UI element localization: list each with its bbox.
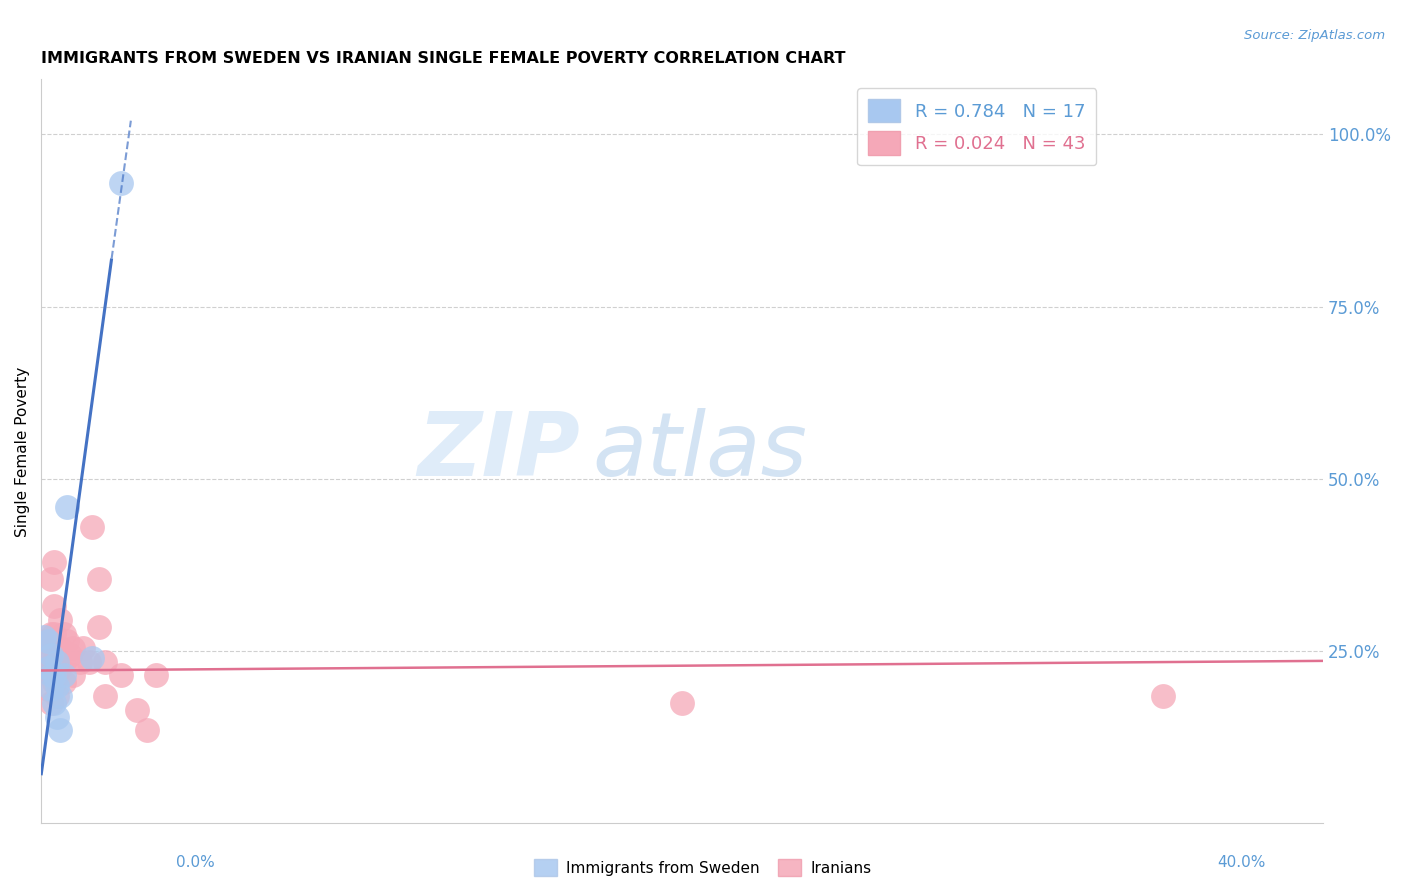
Point xyxy=(49,723,72,738)
Point xyxy=(37,633,59,648)
Text: 0.0%: 0.0% xyxy=(176,855,215,870)
Point xyxy=(52,675,75,690)
Point xyxy=(37,661,59,675)
Point xyxy=(42,668,65,682)
Point xyxy=(52,627,75,641)
Point xyxy=(52,668,75,682)
Point xyxy=(49,689,72,703)
Point xyxy=(42,555,65,569)
Text: atlas: atlas xyxy=(592,409,807,494)
Legend: Immigrants from Sweden, Iranians: Immigrants from Sweden, Iranians xyxy=(529,853,877,882)
Text: Source: ZipAtlas.com: Source: ZipAtlas.com xyxy=(1244,29,1385,42)
Point xyxy=(46,668,69,682)
Point xyxy=(39,648,62,662)
Point xyxy=(42,599,65,614)
Point xyxy=(87,572,110,586)
Point xyxy=(39,696,62,710)
Point xyxy=(37,648,59,662)
Text: 40.0%: 40.0% xyxy=(1218,855,1265,870)
Point xyxy=(39,668,62,682)
Point xyxy=(46,679,69,693)
Point xyxy=(671,696,693,710)
Point xyxy=(42,627,65,641)
Point xyxy=(94,655,117,669)
Point xyxy=(82,651,104,665)
Point xyxy=(39,682,62,697)
Point xyxy=(62,668,84,682)
Point xyxy=(55,633,77,648)
Text: IMMIGRANTS FROM SWEDEN VS IRANIAN SINGLE FEMALE POVERTY CORRELATION CHART: IMMIGRANTS FROM SWEDEN VS IRANIAN SINGLE… xyxy=(41,51,845,66)
Point xyxy=(46,648,69,662)
Point xyxy=(87,620,110,634)
Point xyxy=(42,696,65,710)
Point xyxy=(34,633,56,648)
Point xyxy=(77,655,100,669)
Point xyxy=(49,661,72,675)
Point xyxy=(39,668,62,682)
Point xyxy=(55,500,77,514)
Y-axis label: Single Female Poverty: Single Female Poverty xyxy=(15,367,30,537)
Point xyxy=(69,655,91,669)
Point xyxy=(39,627,62,641)
Point xyxy=(62,640,84,655)
Point xyxy=(1152,689,1174,703)
Point xyxy=(34,631,56,645)
Point xyxy=(52,655,75,669)
Point xyxy=(46,689,69,703)
Point xyxy=(49,640,72,655)
Point xyxy=(82,520,104,534)
Point xyxy=(37,633,59,648)
Text: ZIP: ZIP xyxy=(416,408,579,495)
Point xyxy=(135,723,157,738)
Point xyxy=(145,668,167,682)
Point xyxy=(110,668,132,682)
Point xyxy=(46,709,69,723)
Point xyxy=(39,648,62,662)
Point xyxy=(37,661,59,675)
Point xyxy=(34,655,56,669)
Point xyxy=(42,655,65,669)
Point xyxy=(37,682,59,697)
Point xyxy=(39,572,62,586)
Point xyxy=(127,703,149,717)
Legend: R = 0.784   N = 17, R = 0.024   N = 43: R = 0.784 N = 17, R = 0.024 N = 43 xyxy=(858,88,1097,166)
Point xyxy=(94,689,117,703)
Point xyxy=(49,613,72,627)
Point xyxy=(59,648,82,662)
Point xyxy=(46,655,69,669)
Point xyxy=(110,176,132,190)
Point xyxy=(72,640,94,655)
Point xyxy=(42,675,65,690)
